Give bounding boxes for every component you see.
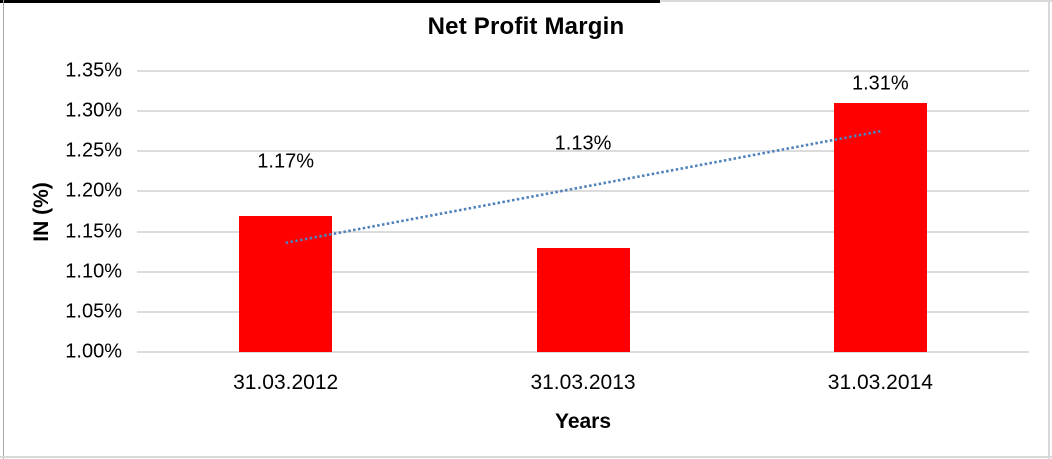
- gridline: [137, 70, 1029, 72]
- x-axis-category-label: 31.03.2012: [233, 371, 339, 394]
- frame-border-right: [1048, 0, 1050, 459]
- bar-31.03.2014: [833, 103, 927, 352]
- gridline: [137, 110, 1029, 113]
- x-axis-category-label: 31.03.2013: [530, 371, 636, 394]
- frame-border-top-black-segment: [0, 0, 660, 3]
- x-axis-category-label: 31.03.2014: [827, 371, 933, 394]
- y-axis-tick-label: 1.20%: [65, 179, 122, 202]
- data-label: 1.31%: [851, 72, 909, 95]
- y-axis-tick-label: 1.05%: [65, 300, 122, 323]
- frame-border-left: [3, 0, 4, 459]
- frame-border-bottom: [0, 456, 1052, 458]
- bar-31.03.2012: [239, 215, 333, 352]
- data-label: 1.13%: [554, 132, 612, 155]
- data-label: 1.17%: [257, 150, 315, 173]
- y-axis-tick-label: 1.10%: [65, 260, 122, 283]
- y-axis-tick-label: 1.35%: [65, 59, 122, 82]
- bar-31.03.2013: [536, 247, 630, 352]
- gridline: [137, 351, 1029, 353]
- x-axis-title: Years: [554, 410, 612, 433]
- y-axis-tick-label: 1.15%: [65, 220, 122, 243]
- chart-title: Net Profit Margin: [427, 13, 625, 40]
- y-axis-tick-label: 1.25%: [65, 139, 122, 162]
- y-axis-tick-label: 1.30%: [65, 99, 122, 122]
- y-axis-tick-label: 1.00%: [65, 340, 122, 363]
